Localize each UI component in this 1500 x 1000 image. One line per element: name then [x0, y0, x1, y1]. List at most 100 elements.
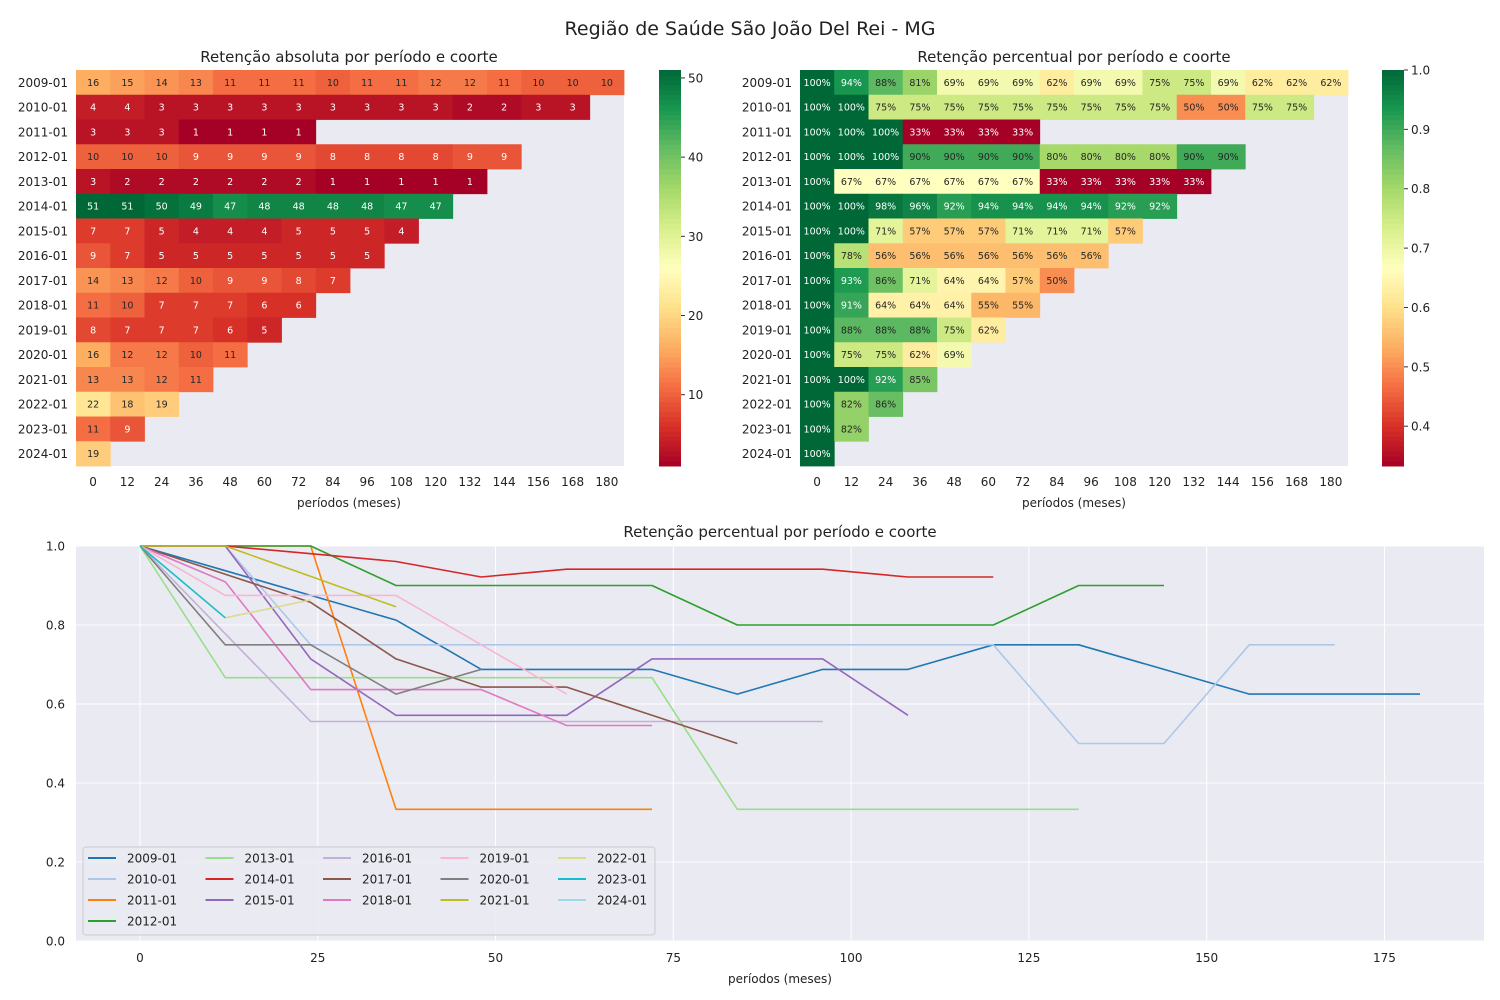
heatmap-cell — [350, 144, 385, 170]
heatmap-cell-label: 50% — [1183, 103, 1204, 114]
heatmap-cell-label: 7 — [90, 226, 96, 237]
heatmap-cell — [800, 144, 835, 170]
heatmap-cell-label: 1 — [193, 127, 199, 138]
heatmap-cell-label: 75% — [1149, 103, 1170, 114]
x-tick-label: 25 — [310, 951, 325, 965]
heatmap-cell — [800, 193, 835, 219]
heatmap-cell — [937, 144, 972, 170]
heatmap-cell-label: 51 — [87, 202, 99, 213]
heatmap-cell-label: 3 — [90, 127, 96, 138]
colorbar-segment — [1382, 436, 1404, 442]
period-tick-label: 180 — [1319, 475, 1342, 489]
heatmap-cell-label: 6 — [261, 301, 267, 312]
heatmap-cell-label: 100% — [804, 103, 831, 114]
heatmap-cell — [971, 317, 1006, 343]
heatmap-cell — [178, 70, 214, 96]
heatmap-cell-label: 3 — [261, 103, 267, 114]
y-tick-label: 0.6 — [46, 698, 65, 712]
legend-label: 2013-01 — [245, 852, 295, 866]
heatmap-cell — [902, 70, 938, 96]
heatmap-cell-label: 100% — [838, 202, 865, 213]
heatmap-cell-label: 100% — [804, 78, 831, 89]
colorbar-segment — [1382, 292, 1404, 299]
heatmap-cell — [281, 144, 317, 170]
period-tick-label: 168 — [561, 475, 584, 489]
heatmap-cell-label: 5 — [296, 226, 302, 237]
colorbar-segment — [1382, 411, 1404, 417]
heatmap-cell-label: 3 — [535, 103, 541, 114]
heatmap-cell-label: 11 — [87, 424, 99, 435]
period-tick-label: 96 — [1083, 475, 1098, 489]
heatmap-cell-label: 64% — [909, 301, 930, 312]
heatmap-cell — [1074, 243, 1109, 269]
heatmap-cell — [281, 119, 317, 145]
heatmap-cell — [213, 144, 248, 170]
heatmap-cell — [868, 70, 904, 96]
heatmap-cell-label: 1 — [433, 177, 439, 188]
heatmap-cell-label: 71% — [909, 276, 930, 287]
colorbar-segment — [1382, 188, 1404, 195]
heatmap-cell-label: 4 — [90, 103, 96, 114]
heatmap-cell-label: 100% — [838, 226, 865, 237]
heatmap-cell-label: 33% — [978, 127, 999, 138]
heatmap-cell — [384, 144, 419, 170]
heatmap-cell — [834, 119, 869, 145]
heatmap-cell-label: 3 — [124, 127, 130, 138]
heatmap-cell — [247, 70, 282, 96]
heatmap-cell — [247, 317, 282, 343]
heatmap-cell-label: 67% — [841, 177, 862, 188]
absolute-retention-heatmap: Retenção absoluta por período e coorte p… — [18, 48, 703, 510]
heatmap-cell — [834, 193, 869, 219]
heatmap-cell-label: 11 — [190, 375, 202, 386]
heatmap-cell — [1108, 218, 1143, 244]
colorbar-segment — [1382, 154, 1404, 160]
colorbar-segment — [1382, 297, 1404, 304]
colorbar-segment — [659, 223, 681, 229]
heatmap-cell — [868, 144, 904, 170]
heatmap-cell-label: 100% — [804, 177, 831, 188]
colorbar-segment — [659, 233, 681, 239]
colorbar-segment — [659, 119, 681, 125]
legend-label: 2019-01 — [480, 852, 530, 866]
colorbar-segment — [1382, 312, 1404, 318]
heatmap-cell-label: 100% — [804, 325, 831, 336]
heatmap-cell-label: 55% — [1012, 301, 1033, 312]
colorbar-segment — [1382, 74, 1404, 81]
heatmap-cell-label: 10 — [190, 350, 202, 361]
heatmap-cell — [800, 391, 835, 417]
heatmap-cell — [144, 169, 180, 195]
period-tick-label: 132 — [1182, 475, 1205, 489]
period-tick-label: 84 — [1049, 475, 1064, 489]
colorbar-tick-label: 10 — [688, 388, 703, 402]
heatmap-cell — [247, 144, 282, 170]
heatmap-cell — [1005, 70, 1041, 96]
heatmap-cell-label: 62% — [909, 350, 930, 361]
heatmap-cell — [555, 70, 591, 96]
heatmap-cell-label: 12 — [464, 78, 476, 89]
heatmap-cell — [937, 70, 972, 96]
heatmap-cell — [902, 193, 938, 219]
cohort-tick-label: 2022-01 — [18, 398, 68, 412]
heatmap-cell — [1039, 70, 1075, 96]
heatmap-cell-label: 69% — [978, 78, 999, 89]
heatmap-cell-label: 3 — [227, 103, 233, 114]
heatmap-cell — [902, 218, 938, 244]
heatmap-cell — [555, 94, 591, 120]
series-line-2023-01 — [139, 545, 226, 619]
heatmap-cell-label: 10 — [156, 152, 168, 163]
heatmap-cell — [247, 292, 282, 318]
colorbar-segment — [1382, 302, 1404, 309]
heatmap-cell-label: 8 — [330, 152, 336, 163]
colorbar-segment — [659, 169, 681, 175]
heatmap-cell — [1176, 94, 1212, 120]
heatmap-cell — [110, 342, 145, 368]
heatmap-cell-label: 12 — [430, 78, 442, 89]
colorbar-segment — [659, 401, 681, 408]
colorbar-segment — [659, 287, 681, 294]
colorbar-segment — [659, 332, 681, 338]
heatmap-cell-label: 88% — [909, 325, 930, 336]
heatmap-cell-label: 1 — [398, 177, 404, 188]
colorbar-segment — [659, 149, 681, 155]
heatmap-cell-label: 2 — [193, 177, 199, 188]
